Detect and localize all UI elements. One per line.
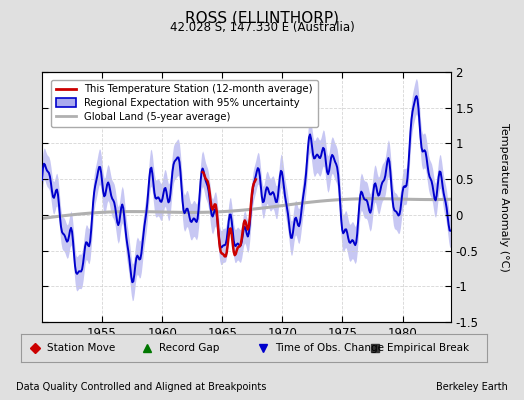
Text: ROSS (ELLINTHORP): ROSS (ELLINTHORP) (185, 10, 339, 26)
Text: Berkeley Earth: Berkeley Earth (436, 382, 508, 392)
Text: Data Quality Controlled and Aligned at Breakpoints: Data Quality Controlled and Aligned at B… (16, 382, 266, 392)
Legend: This Temperature Station (12-month average), Regional Expectation with 95% uncer: This Temperature Station (12-month avera… (51, 80, 318, 126)
Text: Empirical Break: Empirical Break (387, 343, 469, 353)
Y-axis label: Temperature Anomaly (°C): Temperature Anomaly (°C) (499, 123, 509, 271)
Text: 42.028 S, 147.330 E (Australia): 42.028 S, 147.330 E (Australia) (170, 21, 354, 34)
Text: Station Move: Station Move (47, 343, 115, 353)
Text: Time of Obs. Change: Time of Obs. Change (275, 343, 384, 353)
Text: Record Gap: Record Gap (159, 343, 219, 353)
